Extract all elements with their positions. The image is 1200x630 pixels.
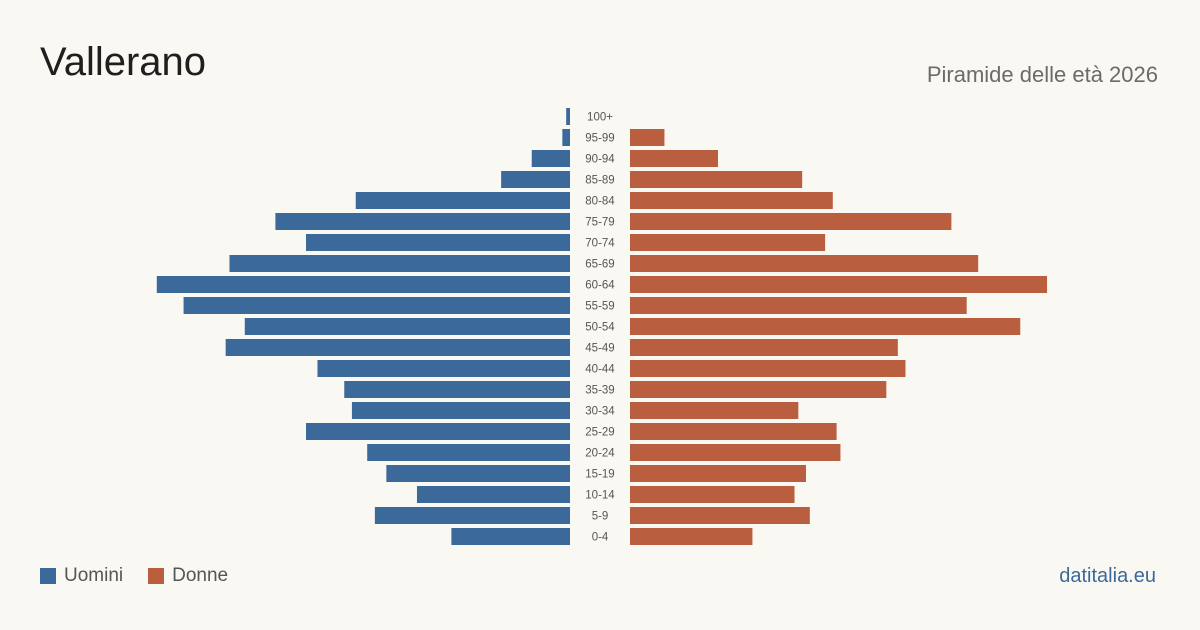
- bar-men-5-9: [374, 507, 570, 524]
- bar-men-20-24: [367, 444, 570, 461]
- bar-women-90-94: [630, 150, 718, 167]
- brand-link[interactable]: datitalia.eu: [1059, 565, 1156, 587]
- bar-men-10-14: [416, 486, 570, 503]
- legend: Uomini Donne: [40, 565, 253, 587]
- age-label-80-84: 80-84: [585, 196, 615, 208]
- bar-men-100+: [566, 108, 570, 125]
- chart-title: Vallerano: [40, 40, 207, 84]
- bar-men-65-69: [229, 255, 570, 272]
- bar-women-20-24: [630, 444, 841, 461]
- age-label-5-9: 5-9: [592, 511, 609, 523]
- bar-men-45-49: [225, 339, 571, 356]
- bar-women-75-79: [630, 213, 952, 230]
- age-label-50-54: 50-54: [585, 322, 615, 334]
- age-label-45-49: 45-49: [585, 343, 614, 355]
- legend-swatch-men: [40, 568, 56, 584]
- bar-women-85-89: [630, 171, 803, 188]
- age-label-75-79: 75-79: [585, 217, 614, 229]
- bar-men-85-89: [501, 171, 570, 188]
- bar-men-35-39: [344, 381, 570, 398]
- bar-women-30-34: [630, 402, 799, 419]
- bar-women-60-64: [630, 276, 1048, 293]
- bar-women-95-99: [630, 129, 665, 146]
- bar-men-40-44: [317, 360, 570, 377]
- age-label-70-74: 70-74: [585, 238, 615, 250]
- age-label-100+: 100+: [587, 112, 613, 124]
- bar-men-30-34: [351, 402, 570, 419]
- bar-men-90-94: [531, 150, 570, 167]
- bar-men-70-74: [306, 234, 570, 251]
- bar-women-10-14: [630, 486, 795, 503]
- legend-label-men: Uomini: [64, 565, 124, 586]
- bar-men-95-99: [562, 129, 570, 146]
- age-label-40-44: 40-44: [585, 364, 615, 376]
- age-label-35-39: 35-39: [585, 385, 614, 397]
- bar-women-80-84: [630, 192, 833, 209]
- age-label-10-14: 10-14: [585, 490, 615, 502]
- age-label-95-99: 95-99: [585, 133, 614, 145]
- bar-men-60-64: [156, 276, 571, 293]
- legend-swatch-women: [148, 568, 165, 584]
- age-label-85-89: 85-89: [585, 175, 614, 187]
- bar-women-65-69: [630, 255, 979, 272]
- age-label-30-34: 30-34: [585, 406, 615, 418]
- legend-item-men: Uomini: [40, 565, 123, 587]
- age-label-65-69: 65-69: [585, 259, 614, 271]
- age-label-90-94: 90-94: [585, 154, 615, 166]
- bar-women-55-59: [630, 297, 967, 314]
- bar-women-35-39: [630, 381, 887, 398]
- legend-item-women: Donne: [148, 565, 228, 587]
- bar-men-15-19: [386, 465, 570, 482]
- bar-men-50-54: [244, 318, 571, 335]
- age-label-15-19: 15-19: [585, 469, 614, 481]
- bar-women-25-29: [630, 423, 837, 440]
- bar-women-0-4: [630, 528, 753, 545]
- bar-men-80-84: [355, 192, 570, 209]
- bar-women-70-74: [630, 234, 826, 251]
- bar-men-0-4: [451, 528, 570, 545]
- age-label-60-64: 60-64: [585, 280, 615, 292]
- legend-label-women: Donne: [172, 565, 229, 586]
- age-label-20-24: 20-24: [585, 448, 615, 460]
- age-label-0-4: 0-4: [592, 532, 609, 544]
- age-label-55-59: 55-59: [585, 301, 614, 313]
- bar-women-40-44: [630, 360, 906, 377]
- bar-women-5-9: [630, 507, 810, 524]
- bar-men-75-79: [275, 213, 570, 230]
- bar-women-15-19: [630, 465, 806, 482]
- chart-subtitle: Piramide delle età 2026: [926, 62, 1158, 87]
- bar-women-45-49: [630, 339, 898, 356]
- bar-men-55-59: [183, 297, 570, 314]
- bar-women-50-54: [630, 318, 1021, 335]
- bar-men-25-29: [306, 423, 570, 440]
- age-label-25-29: 25-29: [585, 427, 614, 439]
